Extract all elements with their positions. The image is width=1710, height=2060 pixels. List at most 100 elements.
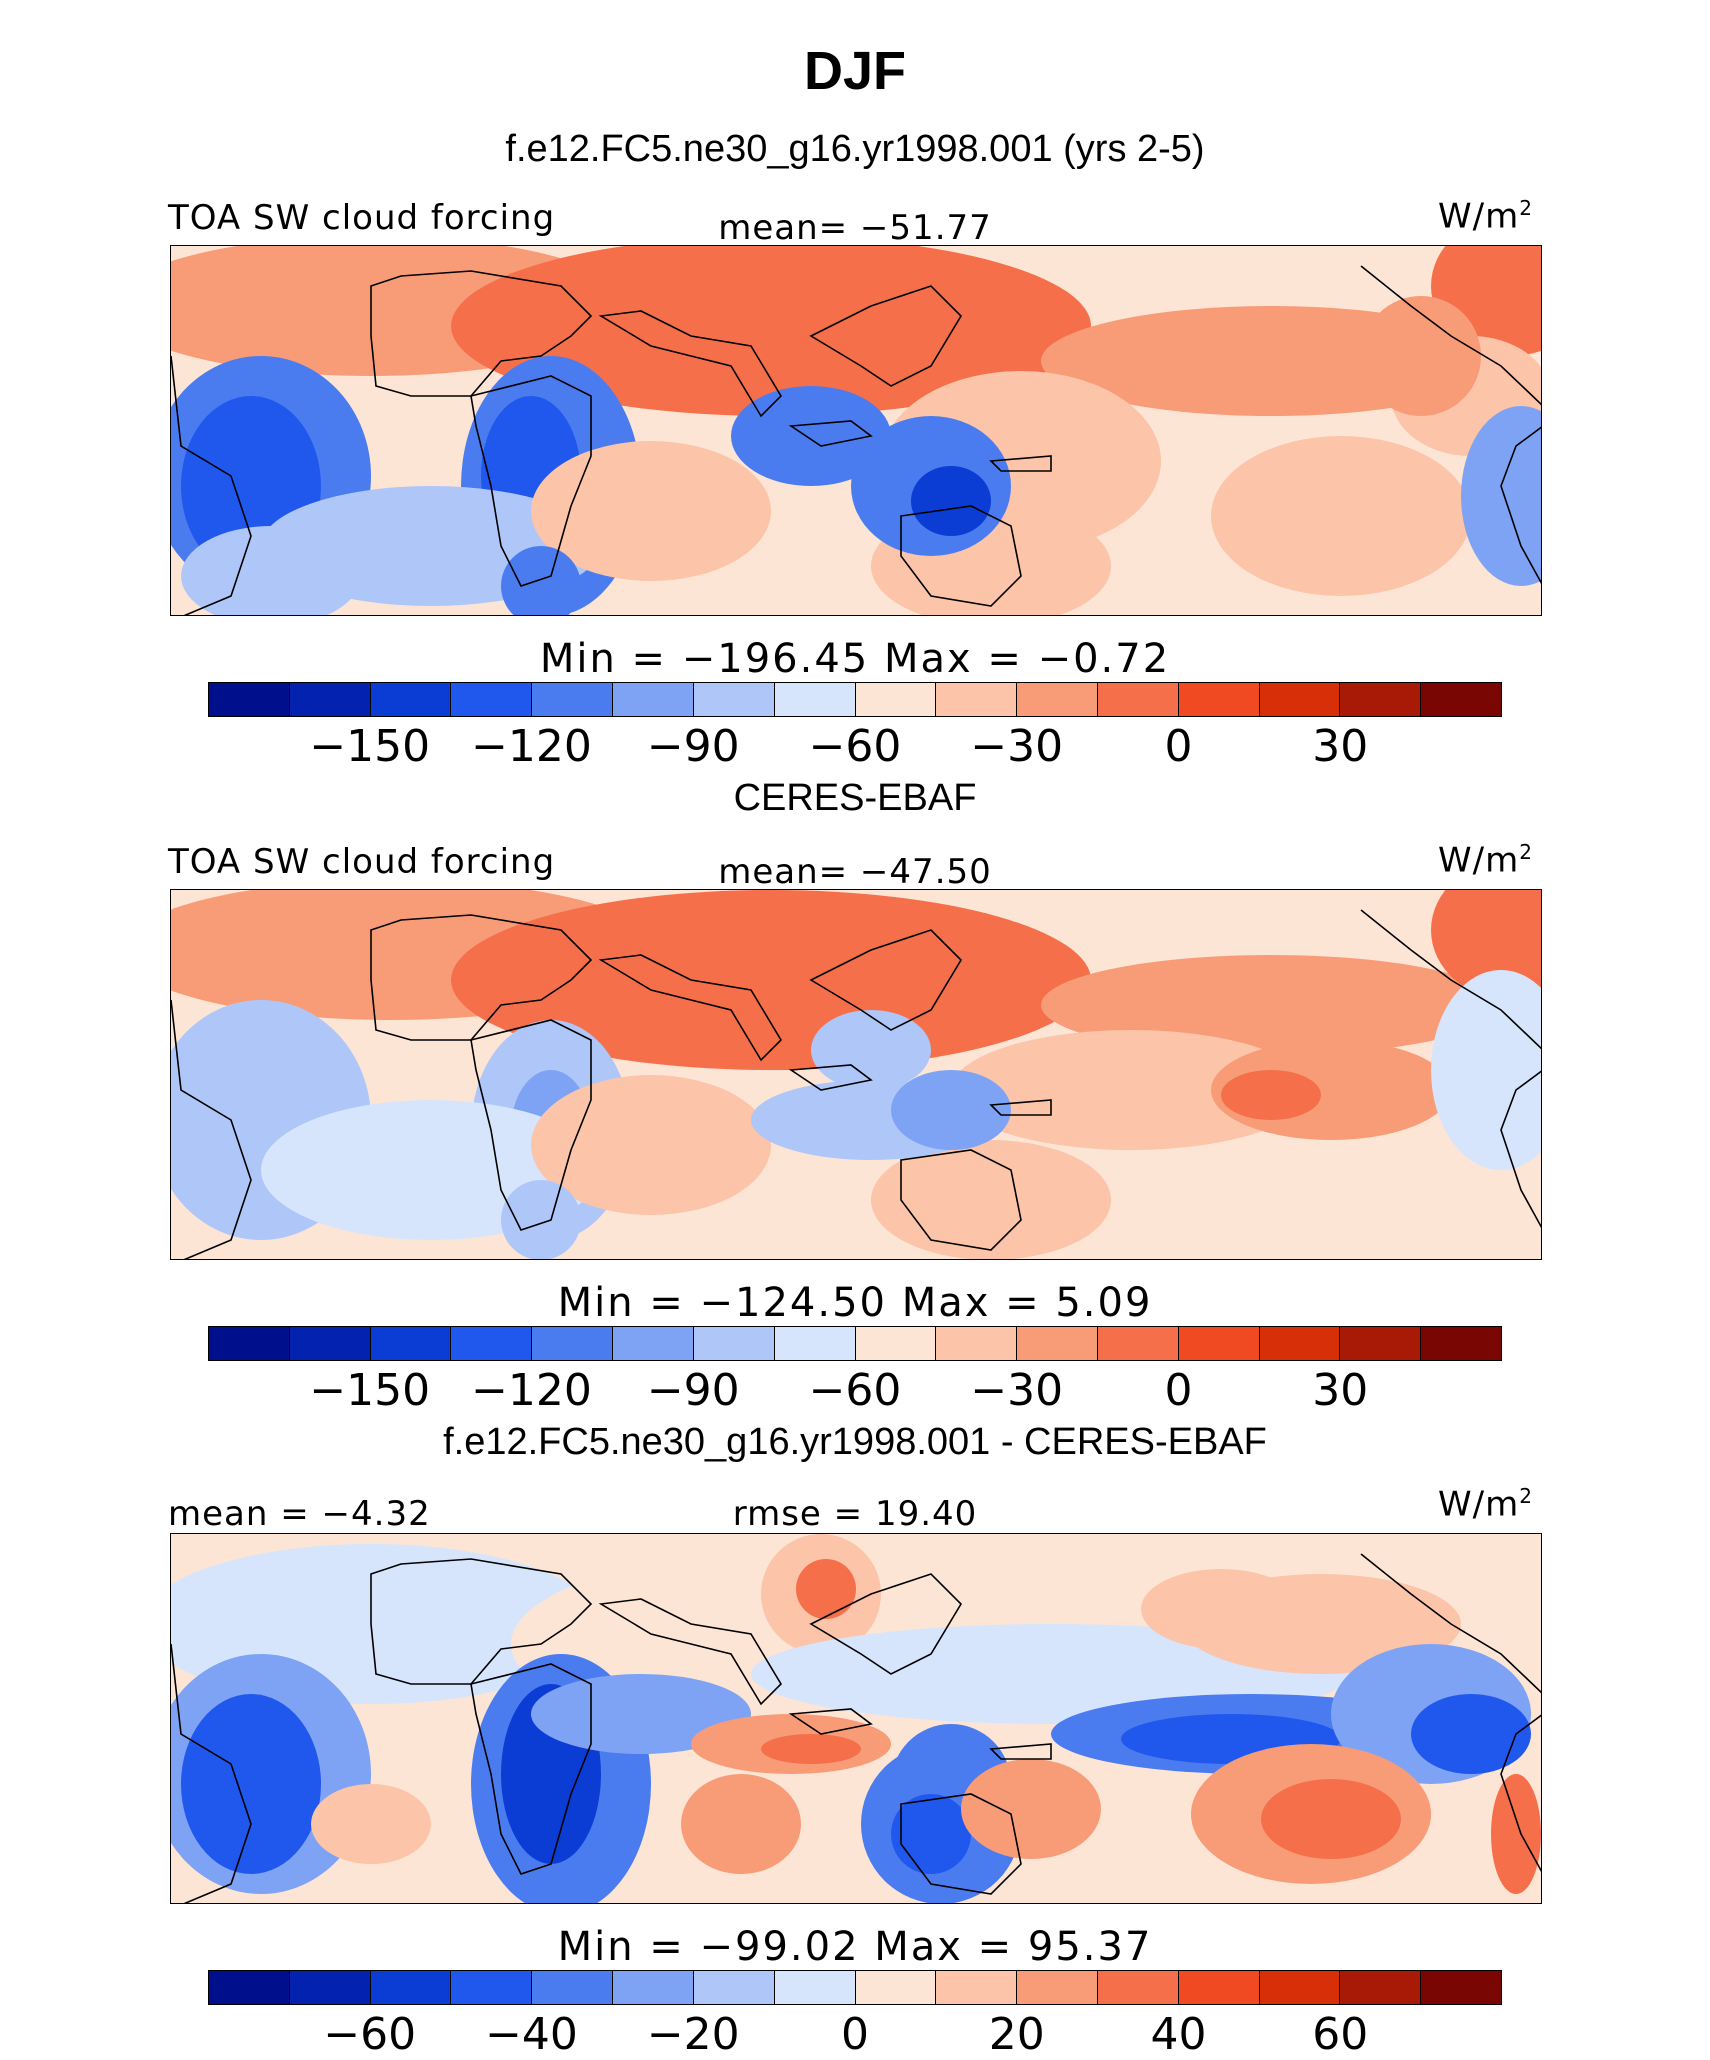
contour-region	[1261, 1779, 1401, 1859]
contour-region	[961, 1759, 1101, 1859]
contour-region	[951, 1030, 1311, 1150]
coastline	[1500, 1070, 1541, 1229]
contour-region	[531, 256, 931, 376]
colorbar-tick-label: 30	[1312, 721, 1369, 772]
coastline	[1500, 426, 1541, 585]
coastline	[171, 1643, 252, 1903]
colorbar-bin	[855, 683, 937, 716]
contour-region	[1221, 1070, 1321, 1120]
contour-region	[811, 1010, 931, 1090]
panel2-left-label: TOA SW cloud forcing	[168, 842, 556, 882]
coastline	[171, 999, 252, 1259]
contour-region	[1411, 1694, 1531, 1774]
model-title: f.e12.FC5.ne30_g16.yr1998.001 (yrs 2-5)	[505, 128, 1205, 170]
colorbar-bin	[451, 683, 533, 716]
colorbar-bin	[693, 683, 775, 716]
coastline	[809, 1573, 963, 1675]
coastline	[171, 355, 252, 615]
coastline	[788, 1064, 873, 1091]
colorbar-tick-label: 30	[1312, 1365, 1369, 1416]
panel1-mean-label: mean= −51.77	[718, 208, 992, 248]
panel3-minmax: Min = −99.02 Max = 95.37	[557, 1924, 1153, 1970]
panel1-field	[171, 246, 1541, 615]
coastline	[370, 1558, 593, 1685]
colorbar-bin	[936, 1971, 1018, 2004]
season-title: DJF	[803, 41, 906, 101]
colorbar-bin	[1259, 1327, 1341, 1360]
panel1-units: W/m2	[1438, 196, 1533, 237]
contour-region	[891, 1070, 1011, 1150]
contour-region	[531, 1674, 751, 1754]
coastline	[809, 285, 963, 387]
colorbar-bin	[451, 1327, 533, 1360]
panel2-units: W/m2	[1438, 840, 1533, 881]
colorbar-bin	[1178, 1327, 1260, 1360]
colorbar-bin	[370, 683, 452, 716]
coastline	[470, 375, 592, 587]
panel1-map	[170, 245, 1542, 616]
contour-region	[796, 1559, 856, 1619]
contour-region	[1361, 296, 1481, 416]
colorbar-bin	[209, 683, 290, 716]
contour-region	[1041, 955, 1501, 1055]
contour-region	[531, 1075, 771, 1215]
colorbar-bin	[532, 1327, 614, 1360]
colorbar-bin	[1340, 683, 1422, 716]
coastline	[900, 505, 1022, 607]
colorbar-bin	[1340, 1327, 1422, 1360]
colorbar-bin	[289, 1971, 371, 2004]
coastline	[1360, 909, 1541, 1050]
colorbar-bin	[370, 1971, 452, 2004]
contour-region	[501, 546, 581, 615]
colorbar-tick-label: 60	[1312, 2009, 1369, 2060]
panel3-field	[171, 1534, 1541, 1903]
panel1-left-label: TOA SW cloud forcing	[168, 198, 556, 238]
contour-region	[1431, 970, 1541, 1170]
colorbar-tick-label: 0	[1164, 721, 1193, 772]
colorbar-tick-label: −40	[485, 2009, 578, 2060]
colorbar-bin	[1178, 1971, 1260, 2004]
panel2-field	[171, 890, 1541, 1259]
panel3-map	[170, 1533, 1542, 1904]
colorbar-bin	[1178, 683, 1260, 716]
coastline	[470, 1019, 592, 1231]
colorbar-bin	[289, 1327, 371, 1360]
contour-region	[911, 466, 991, 536]
panel2-minmax: Min = −124.50 Max = 5.09	[557, 1280, 1153, 1326]
contour-region	[311, 1784, 431, 1864]
contour-region	[1461, 406, 1541, 586]
panel2-mean-label: mean= −47.50	[718, 852, 992, 892]
colorbar-bin	[613, 1327, 694, 1360]
colorbar-bin	[1097, 1327, 1179, 1360]
contour-region	[1211, 436, 1471, 596]
colorbar-bin	[936, 1327, 1018, 1360]
colorbar-tick-label: −30	[970, 721, 1064, 772]
coastline	[598, 310, 783, 418]
panel3-units: W/m2	[1438, 1484, 1533, 1525]
contour-region	[761, 1734, 861, 1764]
colorbar-bin	[936, 683, 1018, 716]
colorbar-tick-label: −60	[323, 2009, 417, 2060]
colorbar-tick-label: −30	[970, 1365, 1064, 1416]
panel3-title: f.e12.FC5.ne30_g16.yr1998.001 - CERES-EB…	[443, 1421, 1267, 1463]
colorbar-bin	[1421, 1327, 1501, 1360]
colorbar-bin	[855, 1327, 937, 1360]
colorbar-bin	[1259, 683, 1341, 716]
colorbar-bin	[289, 683, 371, 716]
panel1-minmax: Min = −196.45 Max = −0.72	[539, 636, 1171, 682]
colorbar-bin	[532, 1971, 614, 2004]
contour-region	[891, 1794, 971, 1874]
coastline	[788, 1708, 873, 1735]
colorbar-bin	[1097, 1971, 1179, 2004]
contour-region	[1141, 1569, 1301, 1649]
colorbar-tick-label: −90	[646, 721, 740, 772]
contour-region	[181, 1694, 321, 1874]
contour-region	[531, 910, 931, 1030]
contour-region	[501, 1180, 581, 1259]
colorbar-bin	[1017, 683, 1098, 716]
colorbar-bin	[1421, 1971, 1501, 2004]
colorbar-bin	[1017, 1327, 1098, 1360]
colorbar-tick-label: 40	[1150, 2009, 1207, 2060]
coastline	[470, 1663, 592, 1875]
contour-region	[731, 386, 891, 486]
